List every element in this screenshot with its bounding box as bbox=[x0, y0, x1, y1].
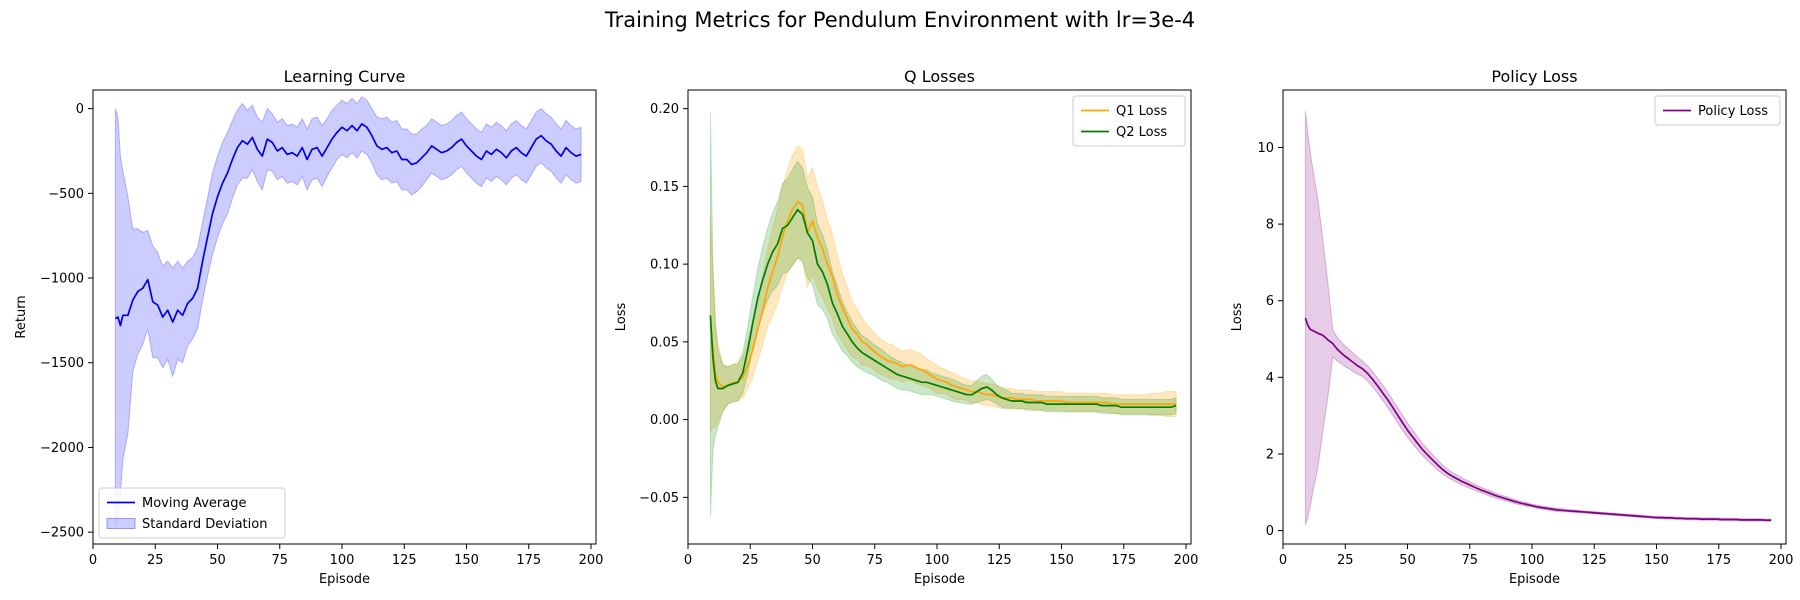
x-tick-label: 125 bbox=[987, 553, 1012, 568]
y-tick-label: −1500 bbox=[40, 356, 84, 371]
axes-frame bbox=[92, 89, 597, 545]
y-tick-label: −2000 bbox=[40, 441, 84, 456]
x-tick-label: 100 bbox=[925, 553, 950, 568]
x-tick-label: 150 bbox=[1049, 553, 1074, 568]
series-line-1 bbox=[709, 201, 1177, 405]
y-tick-label: 0.20 bbox=[650, 102, 679, 117]
x-tick-label: 75 bbox=[271, 553, 288, 568]
legend-patch-swatch bbox=[106, 518, 136, 529]
figure-suptitle: Training Metrics for Pendulum Environmen… bbox=[604, 8, 1195, 32]
legend-label: Q2 Loss bbox=[1116, 125, 1167, 140]
y-tick-label: 0.10 bbox=[650, 258, 679, 273]
x-tick-label: 125 bbox=[392, 553, 417, 568]
legend: Q1 Loss Q2 Loss bbox=[1072, 95, 1186, 147]
std-band-1 bbox=[114, 96, 582, 529]
x-tick-label: 0 bbox=[1279, 553, 1287, 568]
y-tick-label: −1000 bbox=[40, 272, 84, 287]
chart-panel-2: 0 25 50 75 100 125 150 175 200 −0.05 0.00 0.05 0.10 0… bbox=[614, 67, 1198, 587]
legend-label: Policy Loss bbox=[1698, 104, 1768, 119]
x-tick-label: 175 bbox=[516, 553, 541, 568]
y-tick-label: −500 bbox=[48, 187, 84, 202]
x-tick-label: 75 bbox=[866, 553, 883, 568]
x-tick-label: 75 bbox=[1461, 553, 1478, 568]
x-tick-label: 125 bbox=[1582, 553, 1607, 568]
series-line-1 bbox=[1304, 317, 1772, 522]
y-tick-label: 0.05 bbox=[650, 335, 679, 350]
series-line-2 bbox=[709, 208, 1177, 409]
y-axis-label: Loss bbox=[1230, 303, 1245, 332]
axes-frame bbox=[687, 89, 1192, 545]
x-tick-label: 200 bbox=[1174, 553, 1199, 568]
legend: Moving Average Standard Deviation bbox=[98, 487, 286, 539]
y-tick-label: 0 bbox=[76, 102, 84, 117]
chart-title: Q Losses bbox=[904, 67, 975, 86]
chart-panel-3: 0 25 50 75 100 125 150 175 200 0 2 4 6 8 10 Policy Loss… bbox=[1230, 67, 1793, 587]
x-tick-label: 150 bbox=[454, 553, 479, 568]
legend: Policy Loss bbox=[1654, 95, 1781, 126]
x-tick-label: 175 bbox=[1111, 553, 1136, 568]
x-tick-label: 150 bbox=[1644, 553, 1669, 568]
legend-box bbox=[98, 487, 286, 539]
y-tick-label: 0.00 bbox=[650, 413, 679, 428]
std-band-1 bbox=[1304, 111, 1772, 525]
x-tick-label: 25 bbox=[1337, 553, 1354, 568]
x-tick-label: 200 bbox=[579, 553, 604, 568]
legend-label: Standard Deviation bbox=[142, 517, 267, 532]
chart-panel-1: 0 25 50 75 100 125 150 175 200 −2500 −2000 −1500 −10… bbox=[14, 67, 603, 587]
x-tick-label: 0 bbox=[684, 553, 692, 568]
legend-box bbox=[1072, 95, 1186, 147]
chart-title: Learning Curve bbox=[284, 67, 406, 86]
x-tick-label: 100 bbox=[330, 553, 355, 568]
axes-frame bbox=[1282, 89, 1787, 545]
x-tick-label: 200 bbox=[1769, 553, 1794, 568]
x-axis-label: Episode bbox=[1509, 572, 1560, 587]
x-axis-label: Episode bbox=[319, 572, 370, 587]
y-tick-label: 0.15 bbox=[650, 180, 679, 195]
x-tick-label: 50 bbox=[1399, 553, 1416, 568]
plot-area bbox=[709, 113, 1177, 518]
y-tick-label: −0.05 bbox=[639, 491, 679, 506]
legend-label: Q1 Loss bbox=[1116, 104, 1167, 119]
series-line-1 bbox=[114, 123, 582, 327]
y-axis-label: Return bbox=[14, 295, 29, 338]
y-tick-label: 8 bbox=[1266, 218, 1274, 233]
x-tick-label: 100 bbox=[1520, 553, 1545, 568]
y-tick-label: 2 bbox=[1266, 447, 1274, 462]
y-tick-label: 4 bbox=[1266, 371, 1274, 386]
y-axis-label: Loss bbox=[614, 303, 629, 332]
x-tick-label: 50 bbox=[804, 553, 821, 568]
x-tick-label: 50 bbox=[209, 553, 226, 568]
plot-area bbox=[114, 96, 582, 529]
plot-area bbox=[1304, 111, 1772, 525]
x-tick-label: 25 bbox=[742, 553, 759, 568]
std-band-1 bbox=[709, 145, 1177, 433]
legend-label: Moving Average bbox=[142, 496, 246, 511]
x-tick-label: 0 bbox=[89, 553, 97, 568]
x-axis-label: Episode bbox=[914, 572, 965, 587]
legend-box bbox=[1654, 95, 1781, 126]
chart-title: Policy Loss bbox=[1491, 67, 1577, 86]
y-tick-label: 0 bbox=[1266, 524, 1274, 539]
std-band-2 bbox=[709, 113, 1177, 518]
x-tick-label: 25 bbox=[147, 553, 164, 568]
chart-panels: 0 25 50 75 100 125 150 175 200−2500−2000−1500−10… bbox=[14, 67, 1793, 587]
x-tick-label: 175 bbox=[1706, 553, 1731, 568]
y-tick-label: 10 bbox=[1257, 141, 1274, 156]
y-tick-label: −2500 bbox=[40, 526, 84, 541]
y-tick-label: 6 bbox=[1266, 294, 1274, 309]
